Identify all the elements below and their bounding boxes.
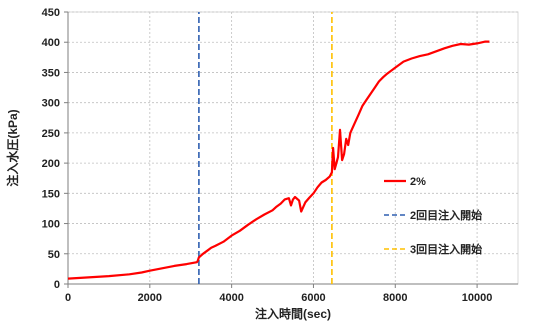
y-tick-label: 400: [42, 37, 60, 49]
y-tick-labels: 0 50 100 150 200 250 300 350 400 450: [42, 7, 60, 291]
legend-label: 3回目注入開始: [410, 242, 482, 256]
y-tick-label: 350: [42, 67, 60, 79]
y-tick-label: 300: [42, 98, 60, 110]
y-tick-label: 200: [42, 158, 60, 170]
legend: 2% 2回目注入開始 3回目注入開始: [384, 176, 482, 256]
gridlines: [68, 11, 518, 284]
legend-label: 2%: [410, 176, 426, 188]
y-tick-label: 100: [42, 219, 60, 231]
y-tick-label: 150: [42, 188, 60, 200]
x-tick-label: 10000: [462, 292, 493, 304]
data-series: [67, 12, 490, 284]
series-line-2pct: [67, 40, 490, 280]
legend-label: 2回目注入開始: [410, 208, 482, 222]
x-tick-labels: 0 2000 4000 6000 8000 10000: [65, 292, 492, 304]
y-axis-title: 注入水圧(kPa): [5, 109, 20, 186]
y-tick-label: 450: [42, 7, 60, 19]
x-tick-label: 4000: [219, 292, 243, 304]
y-tick-label: 50: [48, 249, 60, 261]
x-tick-label: 0: [65, 292, 71, 304]
y-tick-label: 0: [54, 279, 60, 291]
y-tick-label: 250: [42, 128, 60, 140]
axes: [64, 11, 518, 288]
x-tick-label: 6000: [301, 292, 325, 304]
x-axis-title: 注入時間(sec): [255, 306, 331, 321]
x-tick-label: 8000: [383, 292, 407, 304]
x-tick-label: 2000: [138, 292, 162, 304]
